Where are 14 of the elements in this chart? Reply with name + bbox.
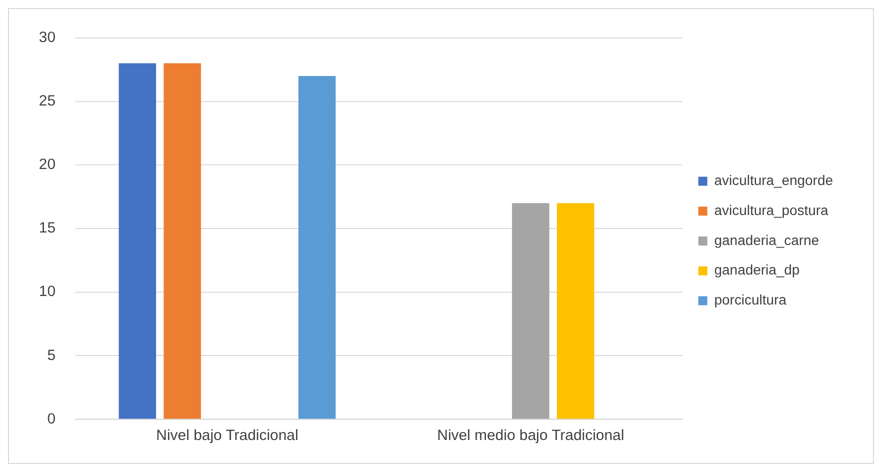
legend-label: avicultura_engorde [714, 172, 834, 188]
legend-label: porcicultura [714, 292, 787, 308]
legend-label: avicultura_postura [714, 202, 829, 218]
x-tick-label: Nivel medio bajo Tradicional [437, 427, 624, 444]
y-tick-label: 10 [38, 283, 56, 300]
legend-label: ganaderia_dp [714, 262, 800, 278]
y-tick-label: 20 [38, 156, 56, 174]
y-tick-label: 0 [47, 410, 56, 428]
y-tick-label: 15 [38, 220, 56, 237]
legend-label: ganaderia_carne [714, 232, 820, 248]
y-tick-label: 25 [38, 92, 56, 110]
y-tick-label: 30 [38, 29, 56, 46]
x-tick-label: Nivel bajo Tradicional [156, 427, 298, 444]
y-tick-label: 5 [47, 346, 56, 364]
